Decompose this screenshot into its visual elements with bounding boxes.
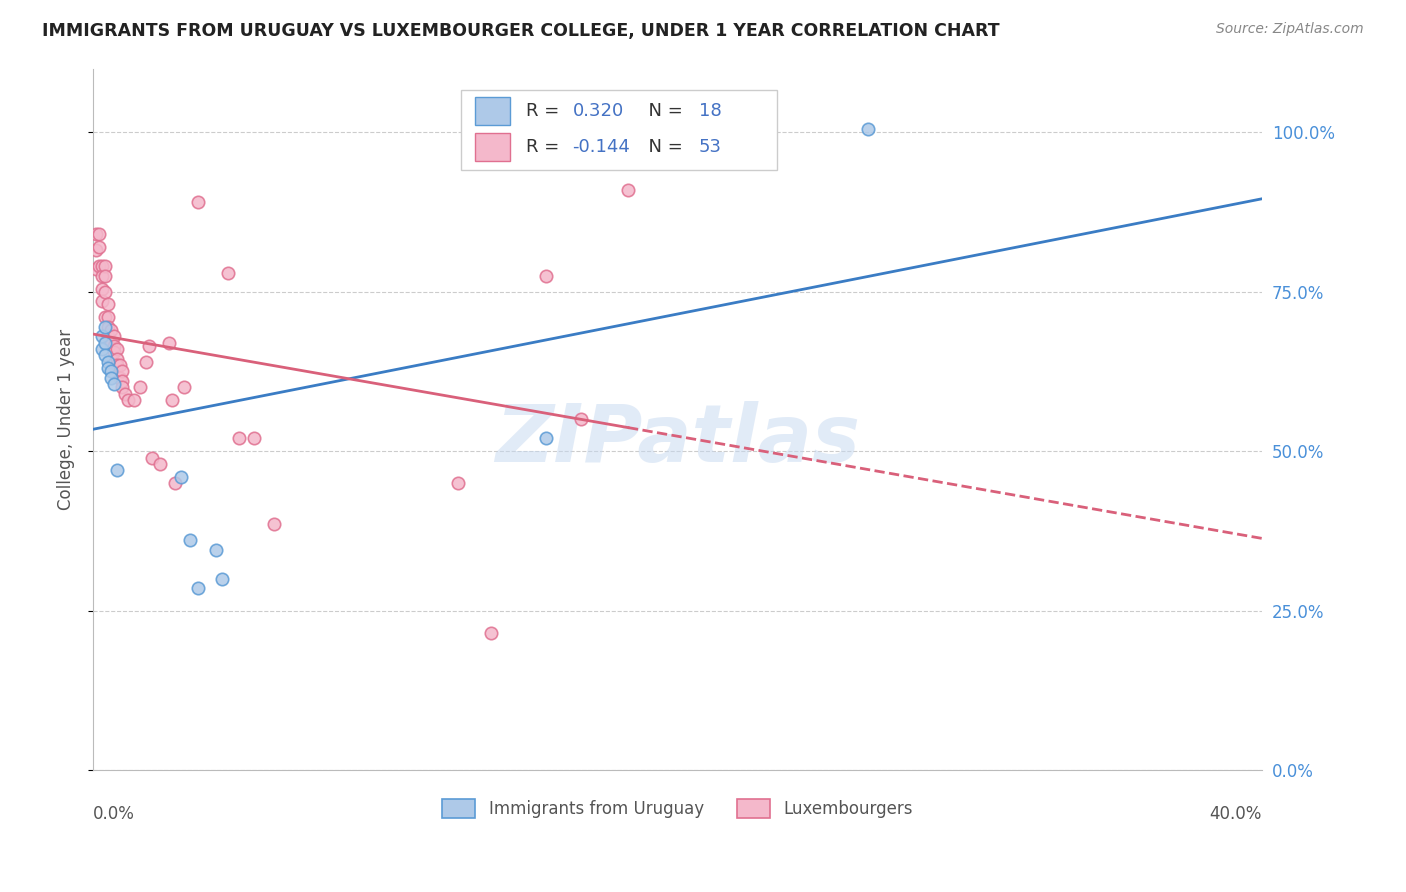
Point [149,457,172,471]
Text: Source: ZipAtlas.com: Source: ZipAtlas.com [1216,22,1364,37]
Point [91,342,114,356]
Point [111,374,134,388]
Text: 18: 18 [699,102,721,120]
Point [100,335,122,350]
Point [187,581,209,595]
Point [105,342,128,356]
Point [617,183,640,197]
Y-axis label: College, Under 1 year: College, Under 1 year [58,328,75,510]
Text: 0.320: 0.320 [572,102,624,120]
FancyBboxPatch shape [475,133,510,161]
Point [84,227,107,242]
Point [117,393,139,408]
Point [165,476,187,491]
Text: R =: R = [526,138,565,156]
Point [138,339,160,353]
Point [87,240,110,254]
Point [97,355,120,369]
Text: N =: N = [637,102,688,120]
Text: IMMIGRANTS FROM URUGUAY VS LUXEMBOURGER COLLEGE, UNDER 1 YEAR CORRELATION CHART: IMMIGRANTS FROM URUGUAY VS LUXEMBOURGER … [42,22,1000,40]
Point [91,259,114,273]
Point [105,358,128,372]
Point [479,626,502,640]
Point [179,533,201,548]
Point [97,297,120,311]
Point [534,268,557,283]
Text: R =: R = [526,102,565,120]
Point [94,319,117,334]
Point [129,380,152,394]
Point [243,431,266,445]
Point [114,386,136,401]
FancyBboxPatch shape [461,89,778,170]
Point [263,517,285,532]
Point [103,339,125,353]
Point [100,323,122,337]
Point [94,259,117,273]
Point [97,310,120,325]
Point [160,393,183,408]
Point [122,393,145,408]
Point [91,268,114,283]
Point [87,227,110,242]
Point [103,329,125,343]
Point [157,335,180,350]
Point [94,310,117,325]
Legend: Immigrants from Uruguay, Luxembourgers: Immigrants from Uruguay, Luxembourgers [436,792,920,825]
Point [103,345,125,359]
Point [91,281,114,295]
Point [91,294,114,309]
Point [84,244,107,258]
Point [187,195,209,210]
Point [447,476,470,491]
Point [228,431,250,445]
Point [108,371,131,385]
Point [94,349,117,363]
Point [105,463,128,477]
Point [108,358,131,372]
Point [569,412,592,426]
Point [111,364,134,378]
Point [103,377,125,392]
Point [91,329,114,343]
Point [173,380,195,394]
Point [87,259,110,273]
Point [97,329,120,343]
Point [100,371,122,385]
Point [170,469,193,483]
Text: 0.0%: 0.0% [93,805,135,823]
Point [141,450,163,465]
Point [105,351,128,366]
Text: N =: N = [637,138,688,156]
Point [100,364,122,378]
Text: 40.0%: 40.0% [1209,805,1263,823]
Point [94,285,117,299]
Point [97,319,120,334]
Point [135,355,157,369]
Point [97,361,120,376]
Text: 53: 53 [699,138,721,156]
Point [856,122,879,136]
Point [94,268,117,283]
Text: ZIPatlas: ZIPatlas [495,401,860,479]
Point [94,335,117,350]
Point [111,380,134,394]
Point [211,572,233,586]
Point [84,262,107,277]
FancyBboxPatch shape [475,96,510,125]
Point [534,431,557,445]
Point [217,266,239,280]
Text: -0.144: -0.144 [572,138,630,156]
Point [205,543,228,558]
